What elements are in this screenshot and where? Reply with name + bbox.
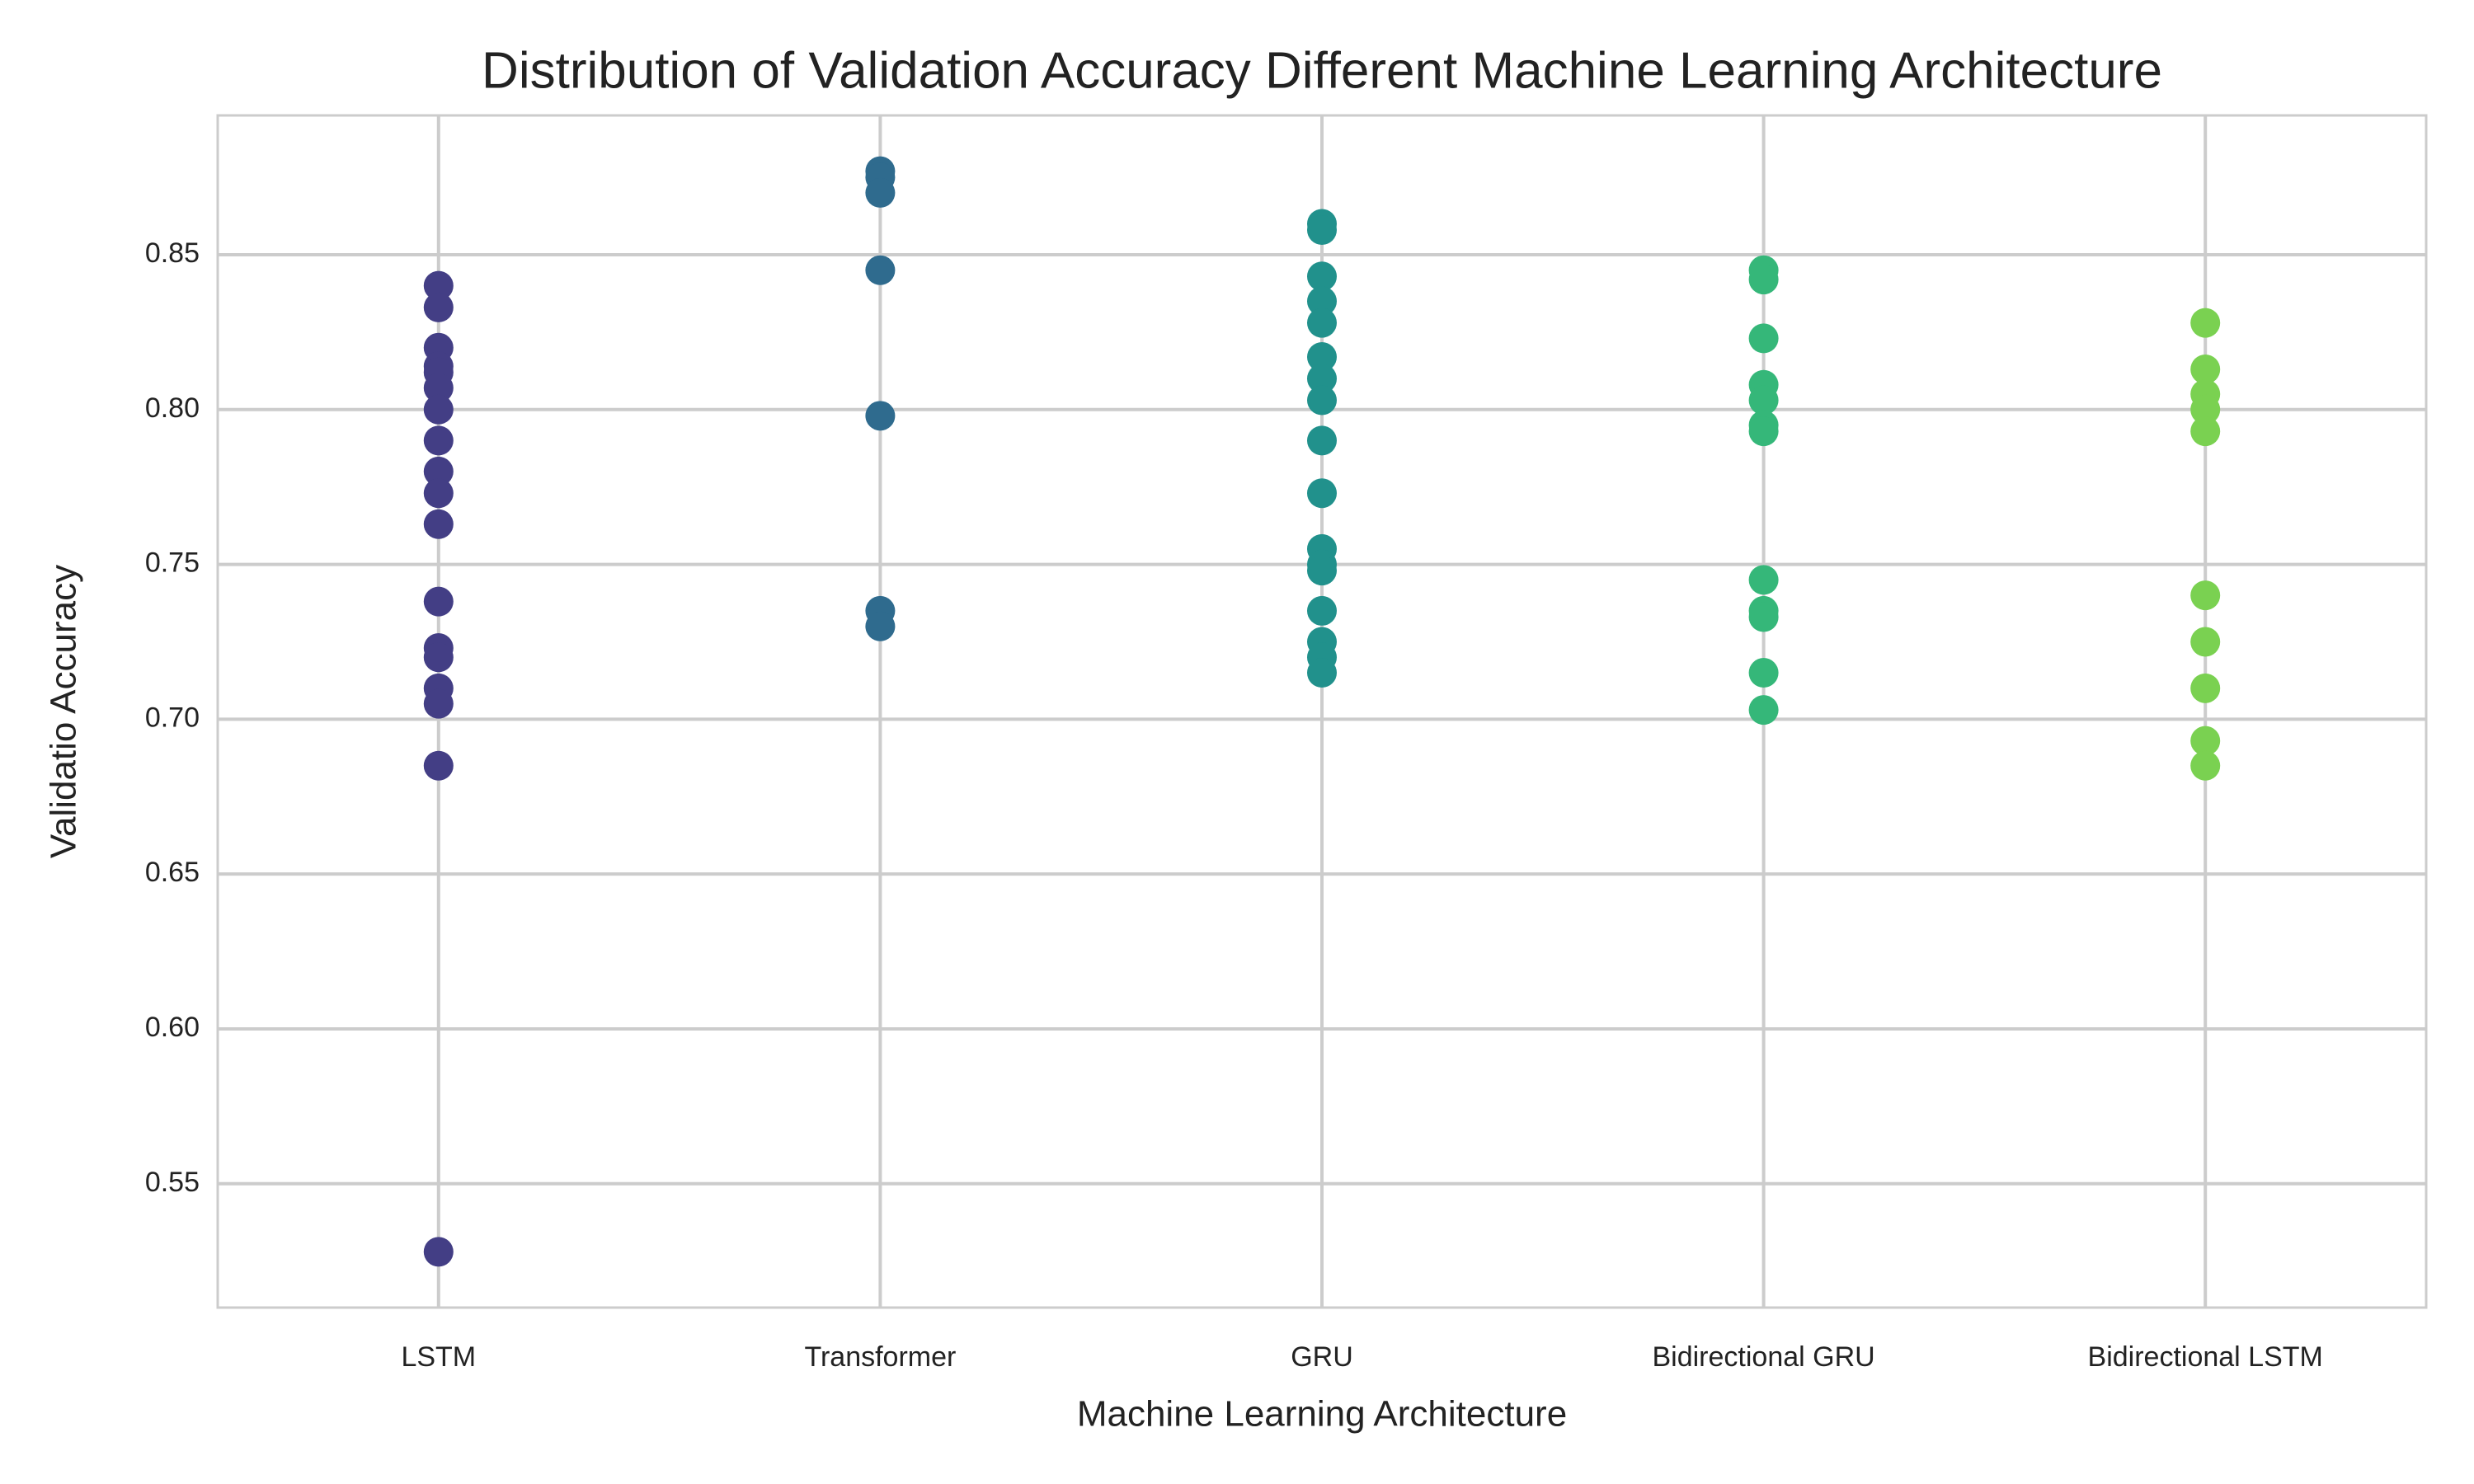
x-axis-label: Machine Learning Architecture xyxy=(1077,1394,1567,1435)
point xyxy=(865,401,896,431)
point xyxy=(423,270,454,301)
point xyxy=(2190,308,2221,338)
y-tick-label: 0.55 xyxy=(145,1167,200,1198)
plot-frame xyxy=(216,114,2428,1309)
x-tick-label: Transformer xyxy=(804,1341,956,1373)
point xyxy=(423,292,454,322)
point xyxy=(2190,354,2221,384)
point xyxy=(2190,416,2221,447)
point xyxy=(423,586,454,617)
point xyxy=(423,1237,454,1267)
point xyxy=(2190,726,2221,756)
point xyxy=(423,456,454,486)
y-tick-label: 0.60 xyxy=(145,1012,200,1043)
point xyxy=(1748,385,1779,416)
point xyxy=(423,642,454,673)
point xyxy=(1307,556,1337,586)
point xyxy=(2190,627,2221,657)
point xyxy=(1748,265,1779,295)
point xyxy=(865,255,896,285)
point xyxy=(423,373,454,403)
point xyxy=(1307,261,1337,292)
y-tick-label: 0.75 xyxy=(145,547,200,579)
x-tick-label: Bidirectional LSTM xyxy=(2088,1341,2323,1373)
y-axis-label: Validatio Accuracy xyxy=(44,565,84,858)
point xyxy=(2190,394,2221,425)
point xyxy=(1307,308,1337,338)
y-tick-label: 0.70 xyxy=(145,702,200,733)
point xyxy=(1307,286,1337,317)
point xyxy=(423,750,454,781)
y-tick-label: 0.65 xyxy=(145,857,200,888)
point xyxy=(1307,385,1337,416)
point xyxy=(1307,478,1337,509)
point xyxy=(423,425,454,456)
point xyxy=(2190,580,2221,611)
point xyxy=(1307,658,1337,688)
point xyxy=(1748,416,1779,447)
point xyxy=(423,394,454,425)
point xyxy=(865,177,896,208)
point xyxy=(1307,364,1337,394)
chart-title: Distribution of Validation Accuracy Diff… xyxy=(482,42,2162,99)
point xyxy=(423,509,454,539)
point xyxy=(1307,595,1337,626)
x-tick-label: GRU xyxy=(1291,1341,1353,1373)
point xyxy=(865,611,896,641)
point xyxy=(1748,323,1779,354)
point xyxy=(1748,565,1779,595)
point xyxy=(1307,341,1337,372)
point xyxy=(1307,425,1337,456)
point xyxy=(1748,602,1779,632)
point xyxy=(1307,214,1337,245)
point xyxy=(1748,695,1779,726)
x-tick-label: Bidirectional GRU xyxy=(1652,1341,1874,1373)
point xyxy=(2190,750,2221,781)
point xyxy=(423,688,454,719)
point xyxy=(2190,673,2221,703)
x-tick-label: LSTM xyxy=(401,1341,476,1373)
y-tick-label: 0.85 xyxy=(145,237,200,269)
y-tick-label: 0.80 xyxy=(145,392,200,424)
point xyxy=(423,478,454,509)
point xyxy=(1748,658,1779,688)
